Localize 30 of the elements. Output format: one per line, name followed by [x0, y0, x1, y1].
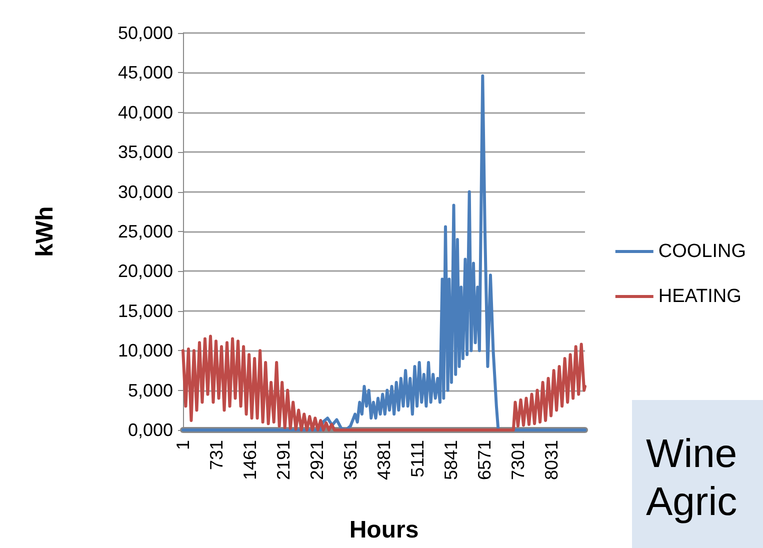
y-axis-title: kWh — [32, 206, 58, 257]
x-tick-label: 8031 — [542, 440, 562, 480]
y-tick-label: 20,000 — [118, 261, 173, 282]
line-series — [182, 334, 586, 432]
y-tick-label: 0,000 — [128, 420, 173, 440]
x-tick-label: 1 — [173, 440, 193, 450]
x-tick-label: 7301 — [508, 440, 528, 480]
y-tick-label: 45,000 — [118, 62, 173, 83]
y-tick-label: 30,000 — [118, 182, 173, 202]
y-tick-label: 10,000 — [118, 340, 173, 361]
line-series — [182, 74, 586, 432]
y-tick-label: 5,000 — [128, 380, 173, 400]
x-tick-label: 731 — [206, 440, 227, 470]
y-tick-label: 50,000 — [118, 23, 173, 43]
text-box: Wine Agric — [632, 400, 763, 548]
x-tick-label: 2191 — [274, 440, 294, 480]
x-tick-label: 4381 — [374, 440, 394, 480]
x-tick-label: 1461 — [240, 440, 260, 480]
y-tick-label: 35,000 — [118, 142, 173, 162]
legend-label: HEATING — [658, 286, 742, 307]
x-tick-label: 3651 — [340, 440, 361, 480]
y-tick-label: 15,000 — [118, 300, 173, 321]
legend-label: COOLING — [658, 241, 746, 262]
x-tick-label: 2921 — [307, 440, 328, 480]
x-tick-label: 5111 — [408, 440, 428, 478]
y-tick-label: 25,000 — [118, 222, 173, 242]
y-tick-label: 40,000 — [118, 102, 173, 122]
x-axis-title: Hours — [349, 516, 419, 544]
x-tick-label: 6571 — [474, 440, 495, 480]
x-tick-label: 5841 — [441, 440, 462, 480]
